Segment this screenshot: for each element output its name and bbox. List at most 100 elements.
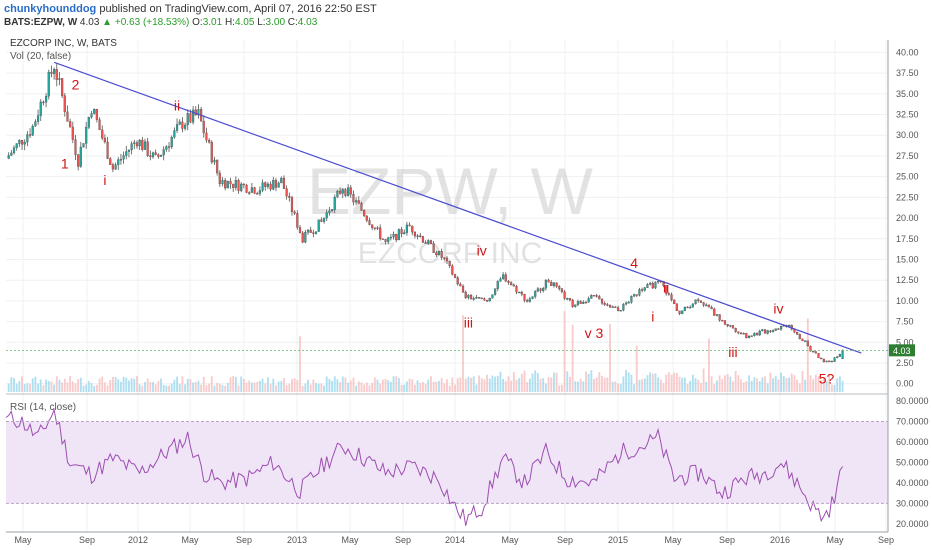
volume-bar [424,383,427,392]
candle-body [638,289,641,296]
volume-bar [772,378,775,392]
volume-bar [526,381,529,392]
candle-body [154,152,157,155]
volume-bar [111,376,114,392]
volume-bar [697,379,700,392]
price-tick-label: 30.00 [896,130,919,140]
volume-bar [435,381,438,392]
volume-bar [90,383,93,392]
volume-bar [312,379,315,392]
volume-bar [125,377,128,392]
volume-bar [85,384,88,392]
candle-body [290,197,294,213]
volume-bar [838,376,841,392]
volume-bar [512,372,515,392]
wave-label: 5? [819,371,835,387]
volume-bar [395,376,398,392]
volume-bar [371,382,374,392]
candle-body [304,232,307,243]
time-axis[interactable]: May Sep 2012 May Sep 2013 May Sep 2014 May Sep 2015… [14,535,894,545]
low-label: L: [257,17,266,28]
volume-bar [389,382,392,392]
candle-body [159,154,163,157]
close-value: 4.03 [297,17,318,28]
candle-body [384,239,387,242]
volume-bar [189,378,192,392]
candle-body [539,288,542,291]
rsi-axis[interactable]: 80.0000 70.0000 60.0000 50.0000 40.0000 30.00… [896,396,929,529]
time-tick-label: May [501,535,519,545]
volume-bar [37,383,40,392]
candle-body [411,225,414,233]
trendline[interactable] [53,61,862,354]
candle-body [175,124,179,131]
candle-body [576,301,580,305]
volume-bar [806,318,809,392]
volume-bar [285,385,288,392]
volume-bar [483,379,486,392]
close-label: C: [287,17,298,28]
volume-bar [15,383,18,392]
candle-body [288,195,291,198]
volume-bar [523,370,526,392]
symbol-label: BATS:EZPW, W [4,17,78,28]
volume-bar [820,379,823,392]
candle-body [528,298,531,302]
candle-body [181,121,184,129]
candle-body [483,298,486,301]
volume-bar [547,377,550,392]
candle-body [833,357,836,362]
candle-body [453,274,457,278]
candle-body [250,187,253,193]
candle-body [469,294,473,300]
candle-body [838,354,841,357]
volume-bar [595,377,598,392]
author-link[interactable]: chunkyhounddog [4,3,97,15]
volume-bar [707,338,710,392]
candle-body [296,213,299,228]
candle-body [804,340,807,342]
candle-body [202,120,205,134]
rsi-tick-label: 20.0000 [896,519,929,529]
wave-label: i [103,172,106,188]
volume-bar [293,378,296,392]
volume-bar [585,371,587,392]
candle-body [598,296,601,300]
candle-body [697,299,700,301]
price-axis[interactable]: 40.00 37.50 35.00 32.50 30.00 27.50 25.00 22.50… [896,47,919,388]
candle-body [731,325,735,329]
volume-bar [197,380,200,392]
candle-body [574,304,577,307]
volume-bar [170,383,173,392]
candle-body [47,71,50,97]
candle-body [694,299,697,305]
volume-bar [804,379,807,392]
volume-bar [122,376,125,392]
volume-bar [577,381,579,392]
volume-bar [29,383,31,392]
candle-body [681,310,684,314]
volume-bar [339,382,342,392]
volume-bar [427,379,430,392]
volume-bar [830,384,833,392]
candle-body [820,357,823,360]
volume-bar [117,379,120,392]
volume-bar [237,385,240,392]
candle-body [729,325,732,327]
candle-body [416,235,419,237]
candle-body [210,142,213,163]
wave-label: iv [477,242,487,258]
candle-body [814,351,817,354]
candle-body [173,130,176,138]
volume-bar [336,379,339,392]
candle-body [600,298,604,304]
volume-bar [39,379,42,392]
candle-body [486,300,489,302]
volume-bar [598,372,601,392]
candle-body [603,303,606,305]
candle-body [555,282,558,287]
candle-body [491,294,494,299]
volume-bar [470,377,472,392]
